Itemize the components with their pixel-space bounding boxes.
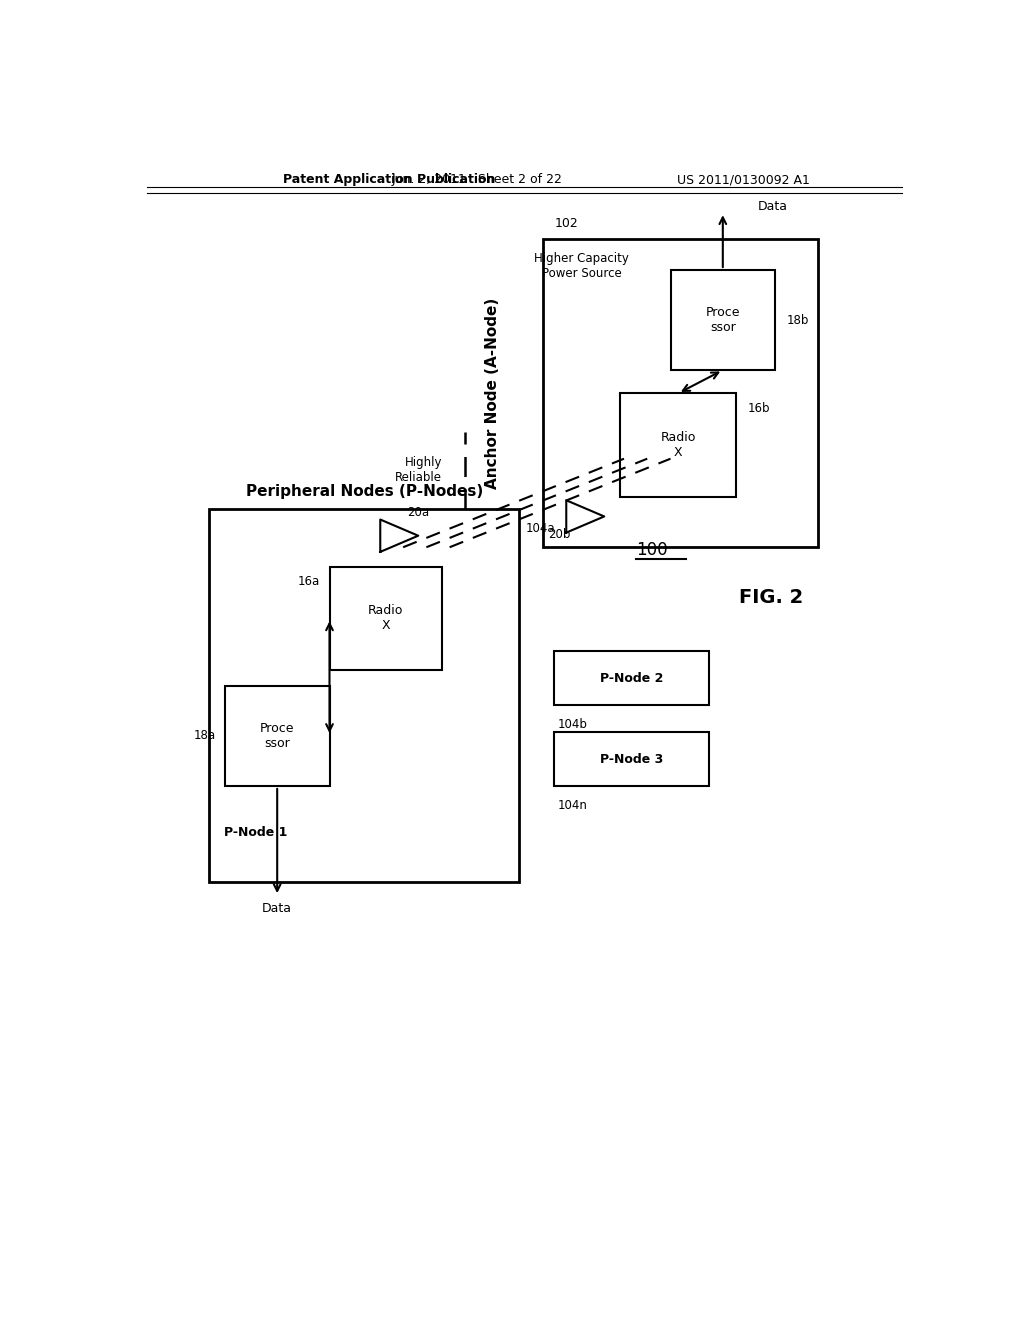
Text: P-Node 1: P-Node 1	[224, 825, 288, 838]
Text: 20a: 20a	[407, 506, 429, 519]
Bar	[209, 508, 519, 882]
Bar	[543, 239, 818, 548]
Text: 100: 100	[636, 541, 668, 558]
Text: Jun. 2, 2011   Sheet 2 of 22: Jun. 2, 2011 Sheet 2 of 22	[391, 173, 562, 186]
Text: Proce
ssor: Proce ssor	[706, 306, 740, 334]
Text: 18b: 18b	[786, 314, 809, 326]
Text: Peripheral Nodes (P-Nodes): Peripheral Nodes (P-Nodes)	[246, 484, 483, 499]
Text: 104b: 104b	[558, 718, 588, 731]
Text: Highly
Reliable: Highly Reliable	[395, 457, 442, 484]
Text: P-Node 2: P-Node 2	[600, 672, 664, 685]
Text: Radio
X: Radio X	[368, 605, 403, 632]
Text: 16a: 16a	[298, 576, 321, 589]
Text: Patent Application Publication: Patent Application Publication	[283, 173, 496, 186]
Text: 18a: 18a	[194, 730, 216, 742]
Text: Radio
X: Radio X	[660, 432, 696, 459]
Text: Data: Data	[262, 902, 292, 915]
Bar	[554, 651, 710, 705]
Text: Anchor Node (A-Node): Anchor Node (A-Node)	[484, 297, 500, 488]
Bar	[671, 271, 775, 370]
Text: 20b: 20b	[548, 528, 570, 541]
Text: Higher Capacity
Power Source: Higher Capacity Power Source	[534, 252, 629, 280]
Text: 102: 102	[554, 218, 578, 231]
Text: 104a: 104a	[525, 521, 555, 535]
Bar	[330, 566, 442, 671]
Bar	[621, 393, 736, 498]
Text: P-Node 3: P-Node 3	[600, 752, 664, 766]
Bar	[554, 733, 710, 785]
Text: 104n: 104n	[558, 799, 588, 812]
Bar	[225, 686, 330, 785]
Text: Data: Data	[758, 199, 787, 213]
Text: FIG. 2: FIG. 2	[739, 587, 804, 607]
Text: 16b: 16b	[748, 403, 770, 416]
Text: US 2011/0130092 A1: US 2011/0130092 A1	[677, 173, 810, 186]
Text: Proce
ssor: Proce ssor	[260, 722, 295, 750]
